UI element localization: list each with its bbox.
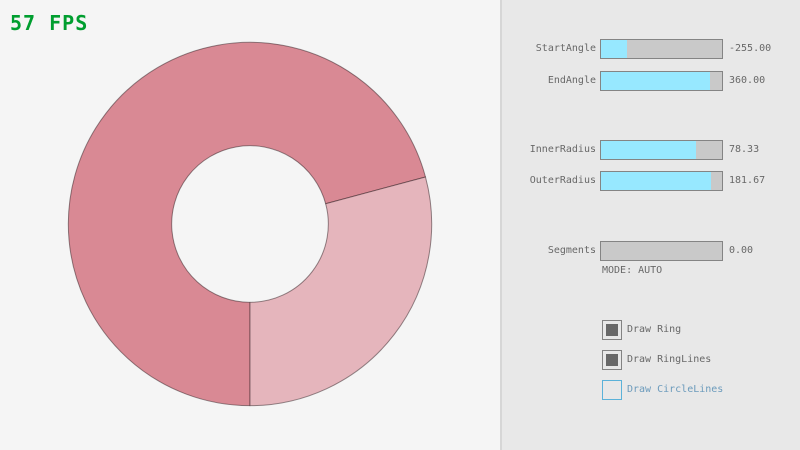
innerradius-row: InnerRadius 78.33 [502,140,800,160]
endangle-label: EndAngle [547,75,596,86]
startangle-row: StartAngle -255.00 [502,39,800,59]
ring-sector-double-coverage [67,41,427,407]
controls-panel: StartAngle -255.00 EndAngle 360.00 Inner… [500,0,800,450]
outerradius-slider-fill [601,172,711,190]
draw-ringlines-checkbox[interactable] [602,350,622,370]
endangle-row: EndAngle 360.00 [502,71,800,91]
endangle-value: 360.00 [729,75,766,86]
innerradius-slider-fill [601,141,696,159]
startangle-label: StartAngle [535,43,596,54]
innerradius-slider[interactable] [600,140,723,160]
outerradius-label: OuterRadius [529,175,596,186]
draw-ring-checkbox[interactable] [602,320,622,340]
innerradius-value: 78.33 [729,144,760,155]
endangle-slider-fill [601,72,710,90]
segments-label: Segments [547,245,596,256]
outerradius-value: 181.67 [729,175,766,186]
ring-chart [67,41,433,407]
ring-sector-single-coverage [249,176,433,407]
mode-indicator: MODE: AUTO [602,265,663,276]
outerradius-row: OuterRadius 181.67 [502,171,800,191]
draw-circlelines-label: Draw CircleLines [627,384,724,395]
segments-row: Segments 0.00 [502,241,800,261]
checkmark-square-icon [606,354,618,366]
checkmark-square-icon [606,324,618,336]
endangle-slider[interactable] [600,71,723,91]
startangle-value: -255.00 [729,43,772,54]
fps-counter: 57 FPS [10,11,89,35]
outerradius-slider[interactable] [600,171,723,191]
segments-value: 0.00 [729,245,754,256]
segments-slider[interactable] [600,241,723,261]
innerradius-label: InnerRadius [529,144,596,155]
ring-sectors [67,41,433,407]
startangle-slider-fill [601,40,628,58]
startangle-slider[interactable] [600,39,723,59]
draw-ring-label: Draw Ring [627,324,682,335]
draw-ringlines-label: Draw RingLines [627,354,712,365]
draw-circlelines-checkbox[interactable] [602,380,622,400]
